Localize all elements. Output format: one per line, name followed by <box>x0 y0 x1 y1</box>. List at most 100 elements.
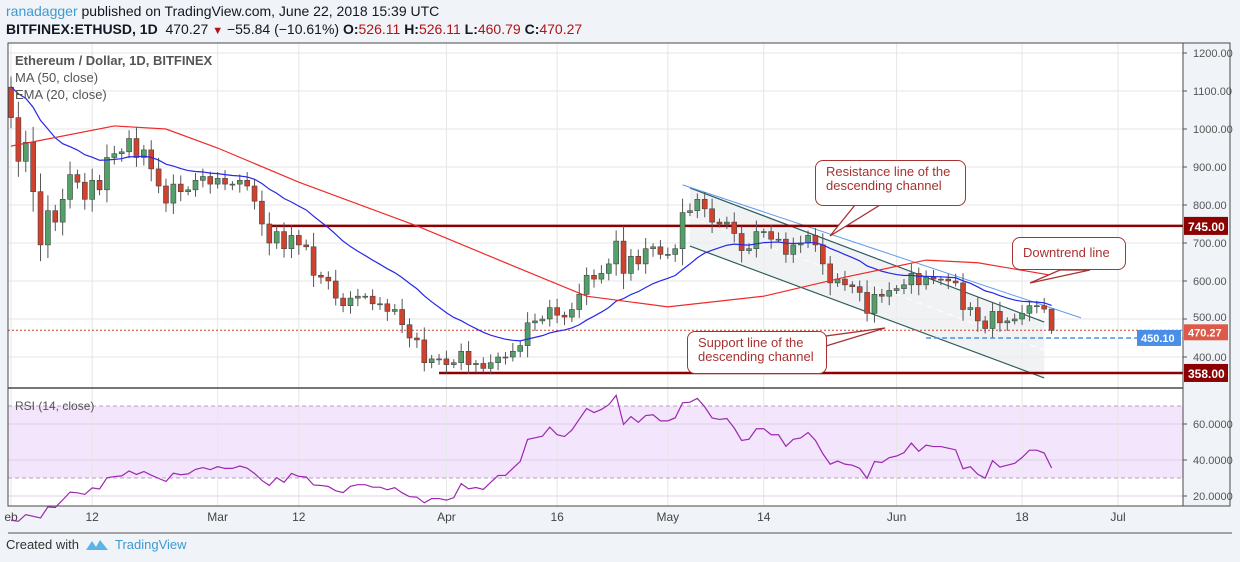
candle-up <box>517 345 524 352</box>
candle-down <box>296 235 302 246</box>
candle-up <box>576 293 583 310</box>
candle-down <box>554 307 560 316</box>
symbol: BITFINEX:ETHUSD, 1D <box>6 21 158 37</box>
candle-up <box>67 174 73 200</box>
candle-down <box>222 178 228 185</box>
candle-down <box>952 280 959 284</box>
candle-up <box>760 231 767 233</box>
candle-up <box>871 293 878 314</box>
price-tick-label: 700.00 <box>1193 238 1227 250</box>
candle-down <box>340 297 346 307</box>
symbol-info: BITFINEX:ETHUSD, 1D 470.27 ▼ −55.84 (−10… <box>6 21 582 37</box>
candle-up <box>650 246 656 250</box>
candle-up <box>458 350 464 363</box>
candle-up <box>1034 305 1040 308</box>
candle-down <box>310 246 317 276</box>
candle-up <box>539 318 546 322</box>
candle-up <box>665 254 671 256</box>
candle-up <box>583 274 590 295</box>
candle-up <box>967 307 974 310</box>
candle-up <box>1019 312 1025 320</box>
candle-up <box>45 210 51 246</box>
author-link[interactable]: ranadagger <box>6 3 78 19</box>
candle-up <box>532 320 538 324</box>
support-callout: Support line of the descending channel <box>687 331 827 374</box>
ma-legend[interactable]: MA (50, close) <box>15 70 99 85</box>
rsi-legend[interactable]: RSI (14, close) <box>15 399 95 413</box>
candle-up <box>89 180 95 200</box>
candle-up <box>1011 318 1018 322</box>
candle-up <box>753 231 760 250</box>
price-change: −55.84 (−10.61%) <box>226 21 340 37</box>
candle-up <box>694 199 701 212</box>
candle-down <box>738 233 745 251</box>
x-tick-label: Jun <box>887 510 906 524</box>
candle-up <box>613 240 619 265</box>
candle-up <box>628 255 634 274</box>
candle-down <box>982 320 988 329</box>
low-value: 460.79 <box>477 21 521 37</box>
x-tick-label: eb <box>4 510 18 524</box>
candle-up <box>679 212 686 250</box>
candle-down <box>281 231 287 250</box>
candle-up <box>893 288 900 291</box>
candle-down <box>974 307 981 322</box>
candle-down <box>945 278 952 282</box>
candle-up <box>642 248 649 265</box>
candle-up <box>273 231 280 244</box>
candle-down <box>709 208 715 223</box>
low-label: L: <box>464 21 478 37</box>
chart-title: Ethereum / Dollar, 1D, BITFINEX <box>15 53 213 68</box>
tradingview-logo-icon <box>85 539 108 550</box>
rsi-tick-label: 40.0000 <box>1193 455 1233 467</box>
level-badge <box>1184 216 1228 235</box>
resistance-callout: Resistance line of the descending channe… <box>815 160 966 206</box>
candle-down <box>465 350 472 365</box>
candle-down <box>406 324 413 339</box>
candle-down <box>303 244 310 248</box>
candle-down <box>96 180 103 191</box>
candle-down <box>399 309 405 325</box>
tradingview-link[interactable]: TradingView <box>114 537 187 552</box>
candle-down <box>74 174 81 183</box>
candle-up <box>288 235 295 249</box>
candle-down <box>701 199 708 210</box>
high-value: 526.11 <box>418 21 461 37</box>
level-badge-label: 745.00 <box>1188 220 1225 234</box>
last-price-badge-label: 470.27 <box>1188 327 1222 339</box>
candle-up <box>487 362 494 369</box>
down-arrow-icon: ▼ <box>212 25 224 37</box>
price-tick-label: 800.00 <box>1193 200 1227 212</box>
candle-up <box>192 180 199 191</box>
candle-up <box>200 176 206 181</box>
candle-up <box>672 248 679 255</box>
created-with-text: Created with <box>6 537 79 552</box>
candle-down <box>52 210 59 223</box>
x-tick-label: May <box>656 510 679 524</box>
candle-down <box>82 181 88 200</box>
downtrend-callout-pointer <box>1029 269 1091 284</box>
price-axis <box>1182 42 1231 507</box>
candle-up <box>790 244 797 255</box>
price-tick-label: 1200.00 <box>1193 48 1233 60</box>
rsi-line <box>10 394 1053 522</box>
candle-down <box>635 255 642 265</box>
candle-down <box>915 273 922 286</box>
downtrend-callout: Downtrend line <box>1012 237 1126 270</box>
candle-down <box>163 185 169 204</box>
ema-legend[interactable]: EMA (20, close) <box>15 87 107 102</box>
candle-up <box>510 350 516 358</box>
candle-up <box>111 153 118 158</box>
candle-down <box>827 263 833 284</box>
candle-down <box>148 149 155 170</box>
candle-up <box>355 295 361 299</box>
candle-down <box>177 183 184 193</box>
candle-down <box>849 284 856 287</box>
candle-up <box>473 363 479 365</box>
candle-down <box>856 286 863 293</box>
candle-down <box>879 293 885 297</box>
candle-up <box>775 238 782 241</box>
candle-up <box>687 210 693 213</box>
candle-down <box>318 274 324 278</box>
